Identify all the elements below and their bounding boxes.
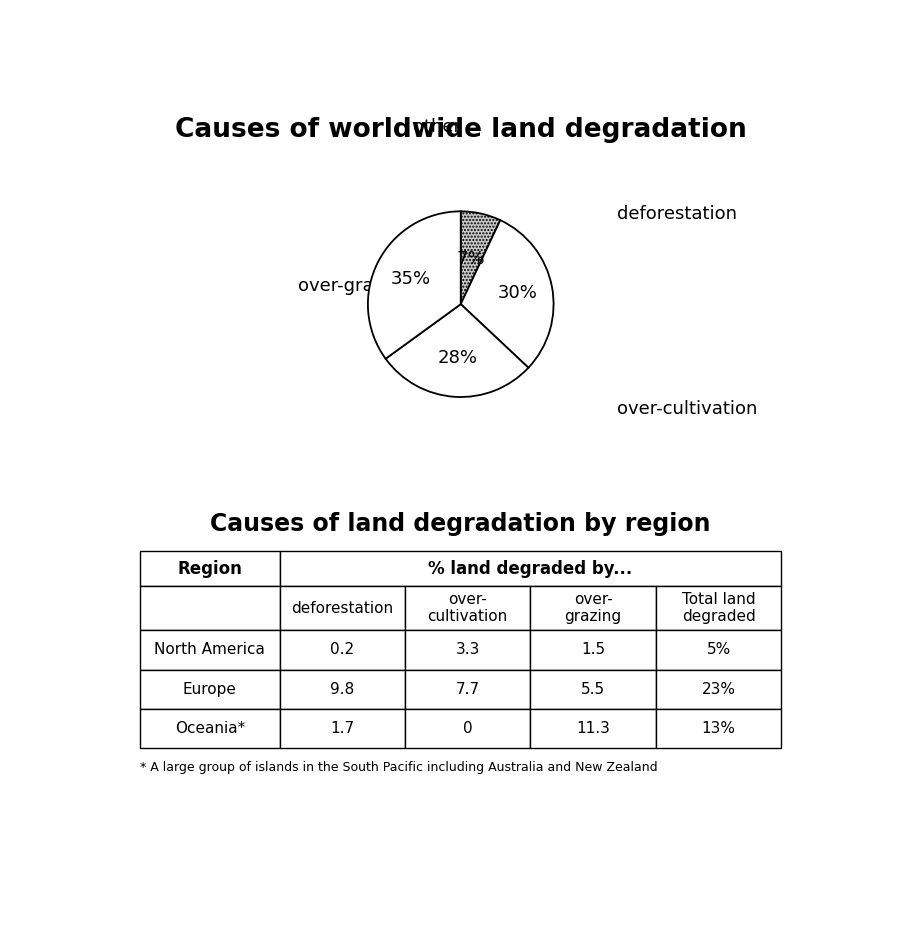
Text: Causes of worldwide land degradation: Causes of worldwide land degradation bbox=[175, 118, 746, 144]
FancyBboxPatch shape bbox=[280, 586, 405, 630]
Text: Region: Region bbox=[177, 560, 243, 578]
FancyBboxPatch shape bbox=[140, 630, 280, 670]
Text: over-grazing: over-grazing bbox=[298, 277, 411, 295]
FancyBboxPatch shape bbox=[656, 709, 781, 748]
FancyBboxPatch shape bbox=[530, 586, 656, 630]
Text: 0.2: 0.2 bbox=[330, 643, 354, 658]
Text: Causes of land degradation by region: Causes of land degradation by region bbox=[210, 512, 711, 536]
FancyBboxPatch shape bbox=[530, 670, 656, 709]
Text: North America: North America bbox=[155, 643, 265, 658]
FancyBboxPatch shape bbox=[140, 551, 280, 586]
Text: over-cultivation: over-cultivation bbox=[617, 400, 757, 418]
Text: Oceania*: Oceania* bbox=[174, 721, 245, 736]
Text: other: other bbox=[414, 118, 461, 135]
FancyBboxPatch shape bbox=[656, 586, 781, 630]
FancyBboxPatch shape bbox=[405, 586, 530, 630]
FancyBboxPatch shape bbox=[656, 630, 781, 670]
Text: 1.5: 1.5 bbox=[581, 643, 605, 658]
Text: 3.3: 3.3 bbox=[456, 643, 480, 658]
FancyBboxPatch shape bbox=[280, 670, 405, 709]
Text: 9.8: 9.8 bbox=[330, 682, 354, 697]
FancyBboxPatch shape bbox=[140, 670, 280, 709]
Text: 11.3: 11.3 bbox=[576, 721, 610, 736]
Text: over-
grazing: over- grazing bbox=[565, 592, 622, 624]
FancyBboxPatch shape bbox=[140, 709, 280, 748]
Text: 0: 0 bbox=[463, 721, 473, 736]
FancyBboxPatch shape bbox=[405, 670, 530, 709]
FancyBboxPatch shape bbox=[280, 630, 405, 670]
Text: 13%: 13% bbox=[701, 721, 735, 736]
Text: over-
cultivation: over- cultivation bbox=[428, 592, 508, 624]
Text: 5.5: 5.5 bbox=[581, 682, 605, 697]
Text: * A large group of islands in the South Pacific including Australia and New Zeal: * A large group of islands in the South … bbox=[140, 761, 658, 774]
Text: % land degraded by...: % land degraded by... bbox=[428, 560, 633, 578]
Text: Europe: Europe bbox=[183, 682, 236, 697]
FancyBboxPatch shape bbox=[140, 586, 280, 630]
FancyBboxPatch shape bbox=[280, 551, 781, 586]
Text: 1.7: 1.7 bbox=[330, 721, 354, 736]
FancyBboxPatch shape bbox=[530, 630, 656, 670]
FancyBboxPatch shape bbox=[405, 630, 530, 670]
FancyBboxPatch shape bbox=[530, 709, 656, 748]
Text: deforestation: deforestation bbox=[617, 204, 736, 222]
Text: 5%: 5% bbox=[707, 643, 731, 658]
Text: 7.7: 7.7 bbox=[456, 682, 480, 697]
Text: deforestation: deforestation bbox=[291, 601, 394, 616]
FancyBboxPatch shape bbox=[280, 709, 405, 748]
Text: Total land
degraded: Total land degraded bbox=[681, 592, 755, 624]
Text: 23%: 23% bbox=[701, 682, 735, 697]
FancyBboxPatch shape bbox=[405, 709, 530, 748]
FancyBboxPatch shape bbox=[656, 670, 781, 709]
